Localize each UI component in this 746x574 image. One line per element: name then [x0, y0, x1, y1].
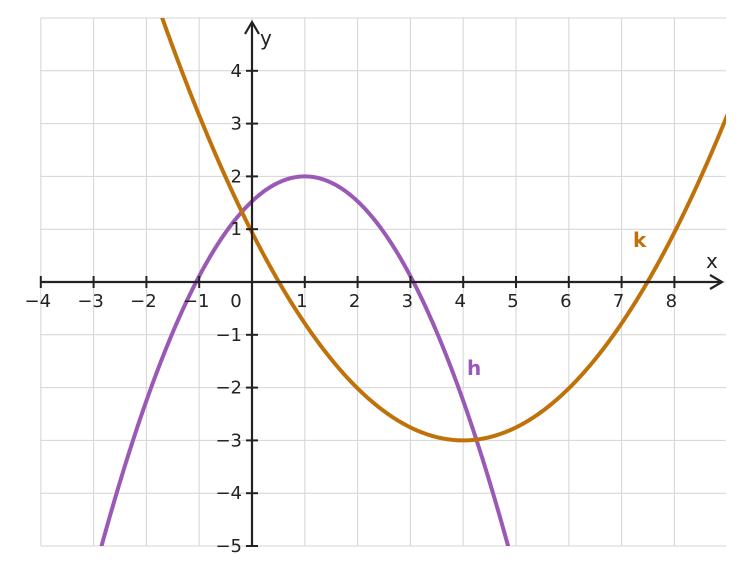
x-tick-label: 6 [560, 291, 571, 312]
x-tick-label: 4 [454, 291, 465, 312]
curve-h [99, 174, 511, 546]
x-tick-label: 3 [402, 291, 413, 312]
y-tick-label: −2 [215, 378, 242, 399]
x-tick-label: 5 [507, 291, 518, 312]
y-tick-label: −5 [215, 536, 242, 557]
curve-label-h: h [467, 356, 481, 380]
y-tick-label: 3 [231, 114, 242, 135]
x-tick-label: 1 [296, 291, 307, 312]
curve-labels: hk [467, 228, 647, 380]
x-tick-label: 8 [666, 291, 677, 312]
y-axis-arrow [244, 19, 260, 35]
y-tick-label: −3 [215, 430, 242, 451]
y-tick-label: −1 [215, 325, 242, 346]
ticks [39, 69, 676, 547]
x-tick-label: −4 [25, 291, 52, 312]
curve-label-k: k [633, 228, 647, 252]
y-tick-label: 4 [231, 61, 242, 82]
x-tick-label: −3 [77, 291, 104, 312]
curves [99, 18, 726, 546]
x-tick-label: −2 [130, 291, 157, 312]
x-tick-label: 7 [613, 291, 624, 312]
tick-labels: −4 −3 −2 −1 0 1 2 3 4 5 6 7 8 −5 −4 −3 −2 −1 1 2 3 4 [25, 61, 678, 557]
y-tick-label: −4 [215, 483, 242, 504]
y-tick-label: 2 [231, 166, 242, 187]
x-tick-label: −1 [183, 291, 210, 312]
y-tick-label: 1 [231, 219, 242, 240]
y-axis-label: y [260, 26, 272, 50]
curve-k [160, 18, 726, 443]
x-axis-label: x [706, 249, 718, 273]
x-axis-arrow [709, 274, 725, 290]
axes [41, 19, 725, 546]
x-tick-label: 0 [230, 291, 241, 312]
x-tick-label: 2 [349, 291, 360, 312]
